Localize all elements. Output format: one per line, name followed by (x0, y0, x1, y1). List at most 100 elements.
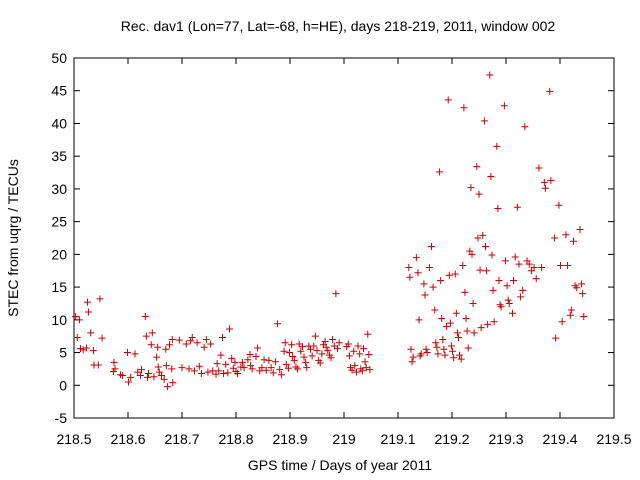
data-point (311, 332, 319, 340)
data-point (265, 356, 273, 364)
data-point (469, 299, 477, 307)
data-point (289, 352, 297, 360)
data-point (332, 290, 340, 298)
data-point (217, 351, 225, 359)
data-point (316, 359, 324, 367)
data-point (427, 243, 435, 251)
data-point (494, 205, 502, 213)
data-point (282, 360, 290, 368)
data-point (119, 371, 127, 379)
data-point (486, 71, 494, 79)
data-point (248, 365, 256, 373)
data-point (452, 309, 460, 317)
data-point (446, 319, 454, 327)
data-point (190, 367, 198, 375)
data-point (407, 345, 415, 353)
data-point (414, 269, 422, 277)
data-point (294, 365, 302, 373)
data-point (351, 362, 359, 370)
data-point (288, 341, 296, 349)
data-point (166, 341, 174, 349)
data-point (302, 358, 310, 366)
data-point (145, 369, 153, 377)
y-tick-label: 5 (59, 345, 67, 361)
data-point (202, 335, 210, 343)
data-point (474, 234, 482, 242)
y-tick-label: 35 (51, 148, 67, 164)
data-point (111, 365, 119, 373)
data-point (290, 356, 298, 364)
data-point (169, 379, 177, 387)
data-point (280, 347, 288, 355)
x-tick-label: 218.5 (56, 431, 91, 447)
data-point (267, 364, 275, 372)
data-point (422, 345, 430, 353)
data-point (358, 367, 366, 375)
data-point (409, 353, 417, 361)
data-point (348, 366, 356, 374)
data-point (73, 333, 81, 341)
data-point (480, 117, 488, 125)
data-point (321, 337, 329, 345)
data-point (552, 334, 560, 342)
data-point (417, 350, 425, 358)
data-point (226, 325, 234, 333)
data-point (437, 277, 445, 285)
data-point (234, 369, 242, 377)
data-point (207, 340, 215, 348)
data-point (456, 351, 464, 359)
data-point (143, 373, 151, 381)
data-point (364, 330, 372, 338)
data-point (187, 337, 195, 345)
data-point (228, 354, 236, 362)
data-point (185, 365, 193, 373)
data-point (335, 339, 343, 347)
data-point (127, 373, 135, 381)
data-point (405, 263, 413, 271)
data-point (281, 339, 289, 347)
data-point (284, 364, 292, 372)
data-point (366, 366, 374, 374)
data-point (213, 360, 221, 368)
data-point (222, 360, 230, 368)
data-point (136, 371, 144, 379)
data-point (461, 288, 469, 296)
data-point (483, 267, 491, 275)
data-point (345, 352, 353, 360)
data-point (252, 352, 260, 360)
data-point (557, 261, 565, 269)
data-point (324, 347, 332, 355)
data-point (131, 350, 139, 358)
data-point (300, 353, 308, 361)
data-point (530, 263, 538, 271)
data-point (464, 344, 472, 352)
data-point (204, 368, 212, 376)
data-point (576, 225, 584, 233)
data-point (219, 333, 226, 341)
data-point (168, 365, 176, 373)
data-point (303, 364, 311, 372)
data-point (521, 123, 529, 131)
x-tick-label: 218.6 (110, 431, 145, 447)
data-point (551, 234, 559, 242)
data-point (276, 366, 284, 374)
data-point (429, 283, 437, 291)
data-point (459, 261, 467, 269)
y-tick-label: 40 (51, 115, 67, 131)
chart-title: Rec. dav1 (Lon=77, Lat=-68, h=HE), days … (121, 18, 556, 34)
data-point (307, 345, 315, 353)
data-point (197, 369, 205, 377)
x-axis-label: GPS time / Days of year 2011 (248, 457, 432, 473)
data-point (433, 343, 441, 351)
data-point (475, 190, 483, 198)
data-point (163, 383, 171, 391)
data-point (541, 184, 549, 192)
data-point (258, 364, 266, 372)
data-point (94, 361, 102, 369)
data-point (352, 368, 360, 376)
data-point (412, 254, 420, 262)
y-tick-label: 25 (51, 214, 67, 230)
data-point (546, 87, 554, 95)
data-point (501, 257, 509, 265)
data-point (477, 324, 485, 332)
